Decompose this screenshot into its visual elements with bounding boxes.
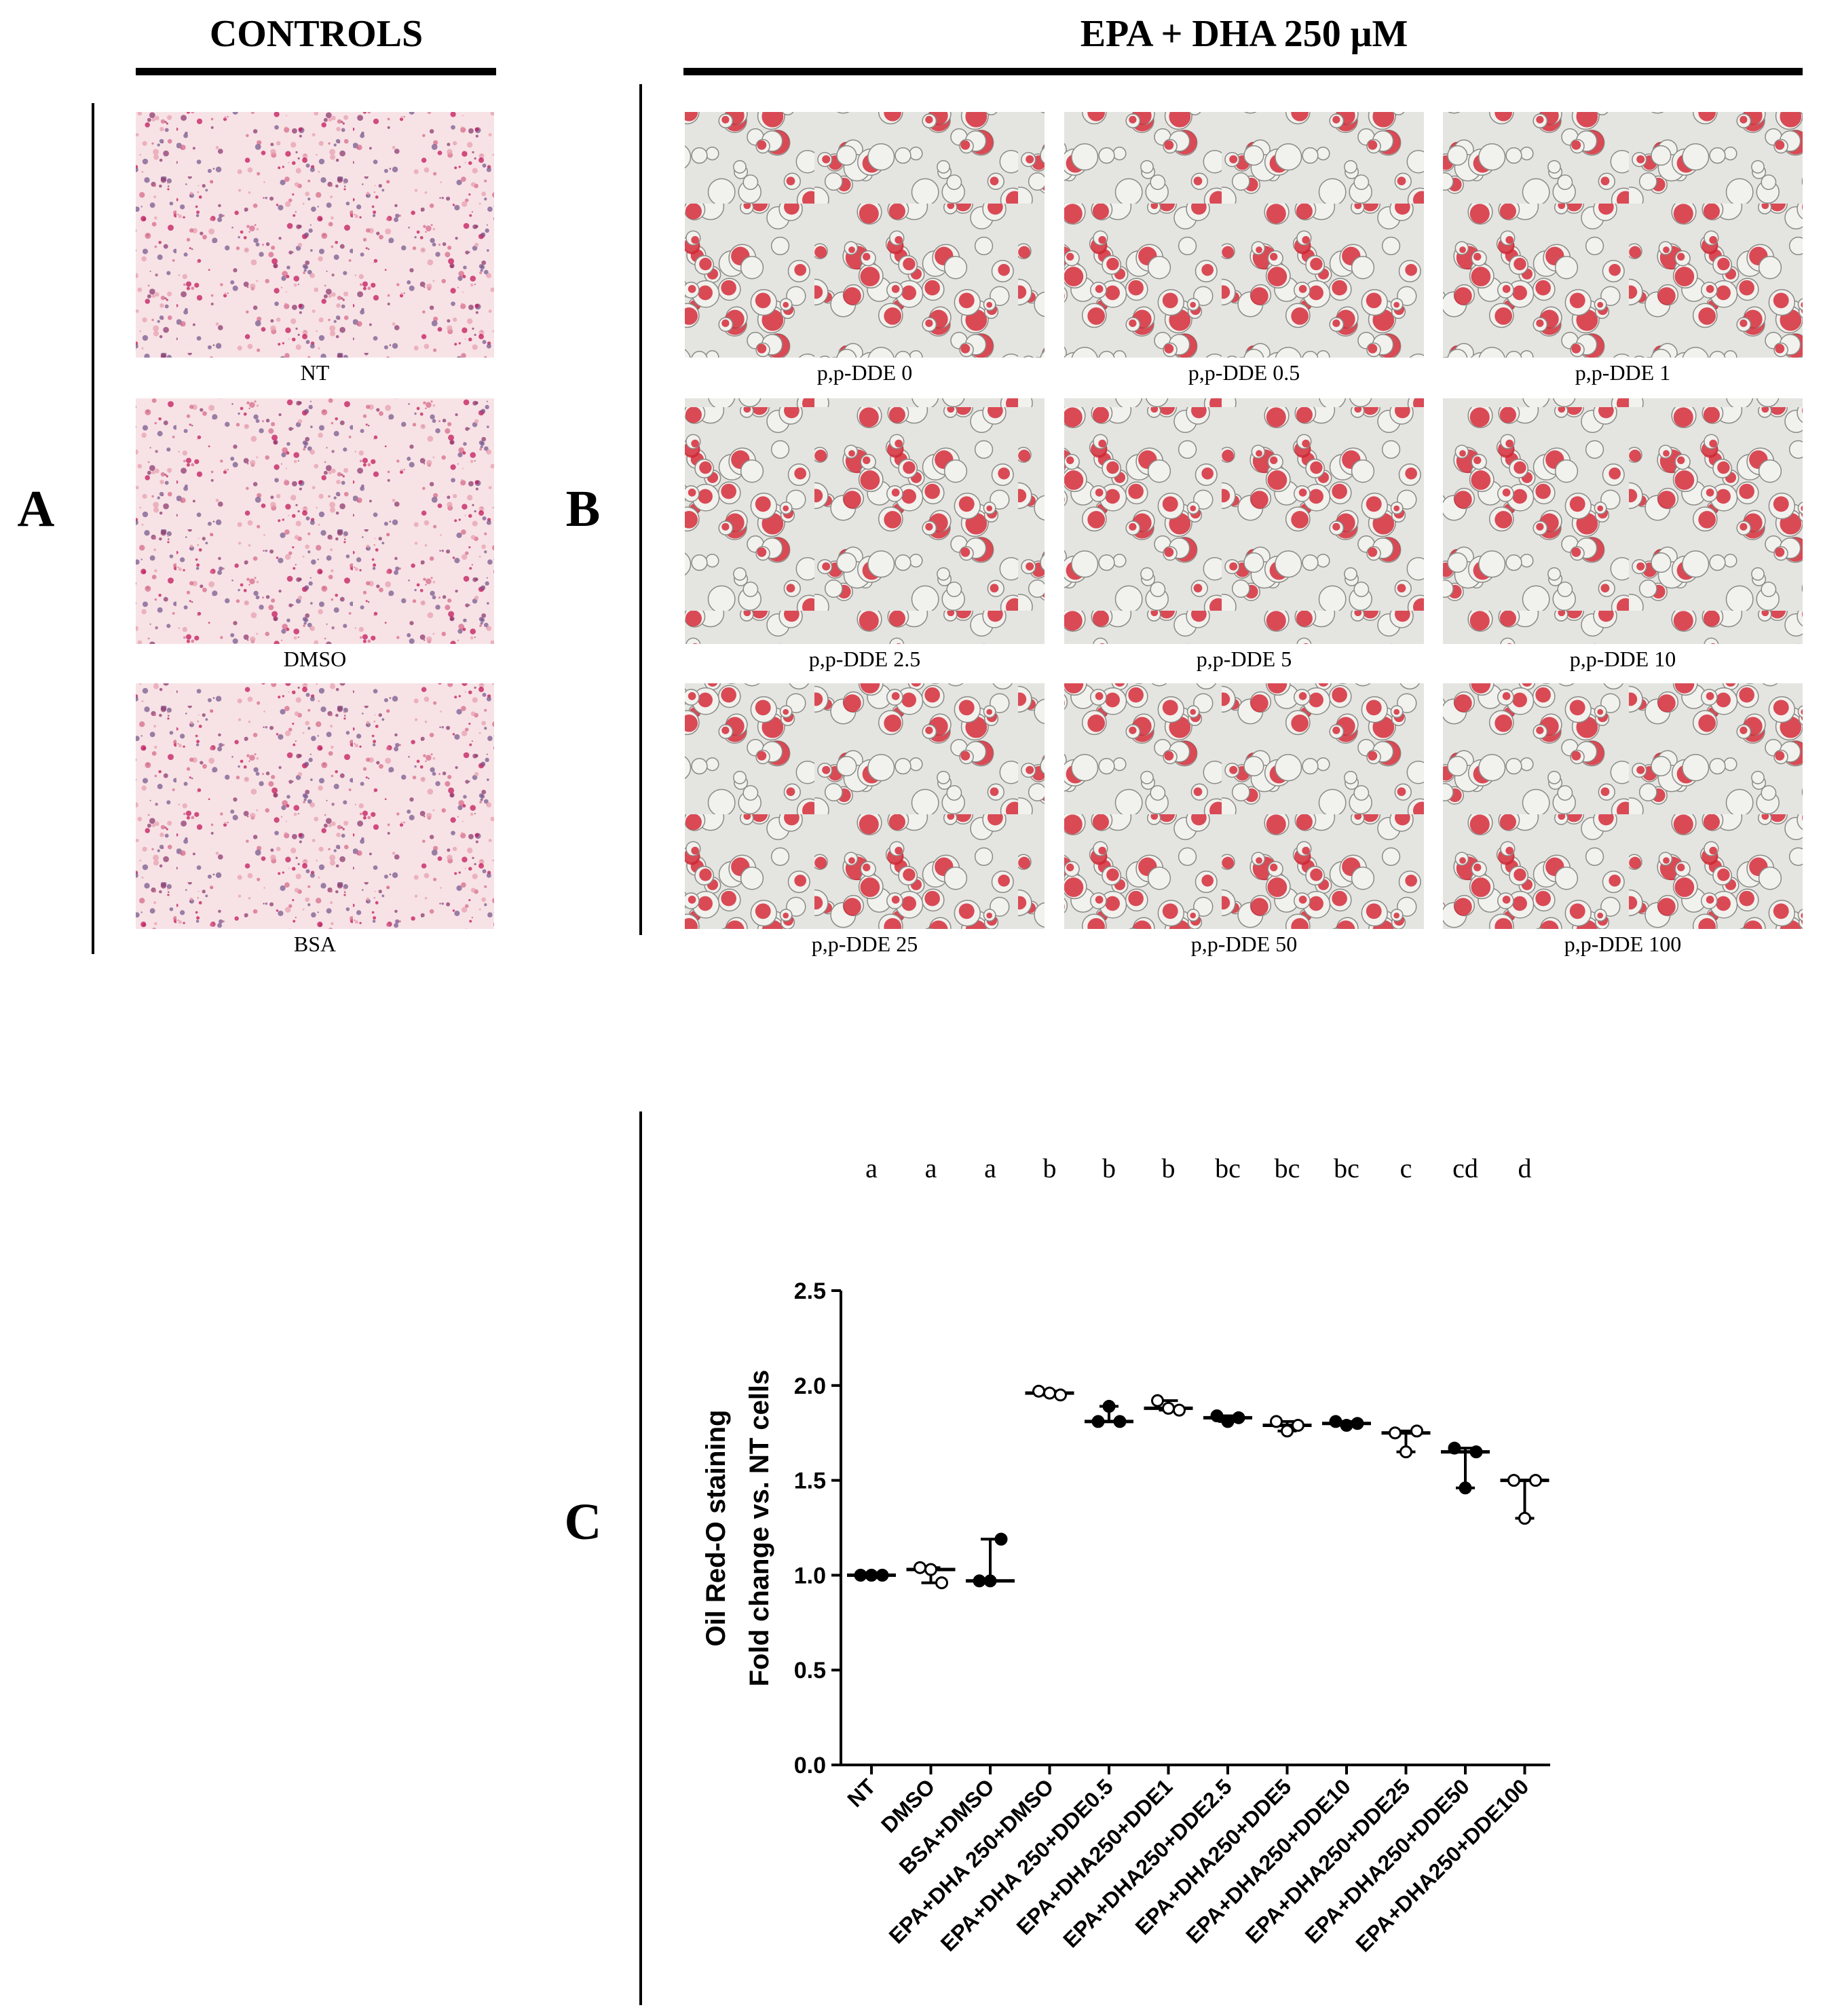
header-bar bbox=[683, 68, 1803, 75]
y-axis-label: Fold change vs. NT cells bbox=[745, 1370, 774, 1687]
significance-letter: a bbox=[984, 1153, 996, 1183]
y-tick-label: 0.0 bbox=[794, 1753, 826, 1779]
significance-letter: c bbox=[1400, 1153, 1412, 1183]
micrograph bbox=[685, 112, 1045, 358]
micrograph bbox=[685, 683, 1045, 929]
data-point bbox=[1292, 1419, 1304, 1432]
data-point bbox=[1340, 1419, 1353, 1432]
data-point bbox=[1102, 1400, 1116, 1413]
image-caption: BSA bbox=[294, 932, 336, 956]
data-point bbox=[1329, 1415, 1342, 1428]
significance-letter: a bbox=[865, 1153, 878, 1183]
y-axis-label: Oil Red-O staining bbox=[701, 1410, 731, 1647]
significance-letter: bc bbox=[1215, 1153, 1241, 1183]
data-point bbox=[1113, 1415, 1127, 1428]
data-point bbox=[1173, 1403, 1186, 1417]
data-point bbox=[1351, 1417, 1364, 1430]
data-point bbox=[1151, 1394, 1164, 1407]
data-point bbox=[1210, 1409, 1224, 1423]
data-point bbox=[1281, 1424, 1294, 1438]
data-point bbox=[983, 1574, 997, 1588]
data-point bbox=[914, 1561, 926, 1574]
data-point bbox=[1459, 1481, 1472, 1495]
image-caption: p,p-DDE 25 bbox=[812, 932, 918, 956]
data-point bbox=[935, 1576, 948, 1590]
data-point bbox=[1399, 1445, 1412, 1459]
data-point bbox=[1032, 1384, 1045, 1398]
micrograph bbox=[136, 112, 494, 358]
panel-label: A bbox=[18, 480, 55, 537]
micrograph bbox=[136, 398, 494, 644]
image-caption: p,p-DDE 2.5 bbox=[809, 647, 920, 671]
data-point bbox=[924, 1563, 937, 1576]
data-point bbox=[1448, 1441, 1461, 1455]
y-tick-label: 1.5 bbox=[794, 1468, 826, 1494]
data-point bbox=[1054, 1388, 1067, 1402]
image-caption: p,p-DDE 5 bbox=[1197, 647, 1292, 671]
image-caption: p,p-DDE 50 bbox=[1191, 932, 1297, 956]
significance-letter: cd bbox=[1452, 1153, 1478, 1183]
micrograph bbox=[1443, 112, 1803, 358]
data-point bbox=[994, 1532, 1008, 1546]
micrograph bbox=[1064, 683, 1424, 929]
panel-header: EPA + DHA 250 μM bbox=[1080, 13, 1408, 55]
data-point bbox=[1162, 1401, 1175, 1415]
significance-letter: b bbox=[1102, 1153, 1116, 1183]
data-point bbox=[1221, 1415, 1235, 1428]
data-point bbox=[1410, 1424, 1423, 1438]
micrograph bbox=[1064, 112, 1424, 358]
data-point bbox=[1043, 1386, 1056, 1400]
micrograph bbox=[685, 398, 1045, 644]
image-caption: NT bbox=[301, 360, 330, 385]
micrograph bbox=[1064, 398, 1424, 644]
image-caption: p,p-DDE 0 bbox=[817, 360, 912, 385]
significance-letter: b bbox=[1043, 1153, 1057, 1183]
significance-letter: a bbox=[925, 1153, 937, 1183]
y-tick-label: 1.0 bbox=[794, 1563, 826, 1589]
data-point bbox=[854, 1568, 867, 1582]
panel-label: B bbox=[566, 480, 601, 537]
micrograph bbox=[1443, 398, 1803, 644]
data-point bbox=[865, 1568, 878, 1582]
data-point bbox=[876, 1568, 889, 1582]
data-point bbox=[1518, 1512, 1531, 1525]
data-point bbox=[1270, 1415, 1283, 1428]
image-caption: p,p-DDE 0.5 bbox=[1188, 360, 1300, 385]
data-point bbox=[1507, 1474, 1520, 1487]
data-point bbox=[1529, 1474, 1542, 1487]
content: CONTROLS EPA + DHA 250 μM A B C NT DMSO BSA p,p-… bbox=[18, 13, 1803, 2005]
micrograph bbox=[1443, 683, 1803, 929]
data-point bbox=[1469, 1445, 1483, 1459]
header-bar bbox=[136, 68, 496, 75]
significance-letter: d bbox=[1518, 1153, 1532, 1183]
significance-letter: b bbox=[1162, 1153, 1176, 1183]
panel-header: CONTROLS bbox=[210, 13, 423, 55]
image-caption: DMSO bbox=[284, 647, 346, 671]
y-tick-label: 2.0 bbox=[794, 1373, 826, 1399]
data-point bbox=[1091, 1415, 1105, 1428]
image-caption: p,p-DDE 1 bbox=[1575, 360, 1670, 385]
x-tick-label: NT bbox=[842, 1774, 880, 1812]
data-point bbox=[973, 1574, 986, 1588]
image-caption: p,p-DDE 10 bbox=[1570, 647, 1676, 671]
micrograph bbox=[136, 683, 494, 929]
panel-label: C bbox=[565, 1494, 602, 1551]
image-caption: p,p-DDE 100 bbox=[1564, 932, 1681, 956]
y-tick-label: 0.5 bbox=[794, 1658, 826, 1684]
significance-letter: bc bbox=[1275, 1153, 1300, 1183]
significance-letter: bc bbox=[1334, 1153, 1359, 1183]
data-point bbox=[1389, 1426, 1402, 1440]
y-tick-label: 2.5 bbox=[794, 1278, 826, 1304]
data-point bbox=[1232, 1411, 1245, 1424]
